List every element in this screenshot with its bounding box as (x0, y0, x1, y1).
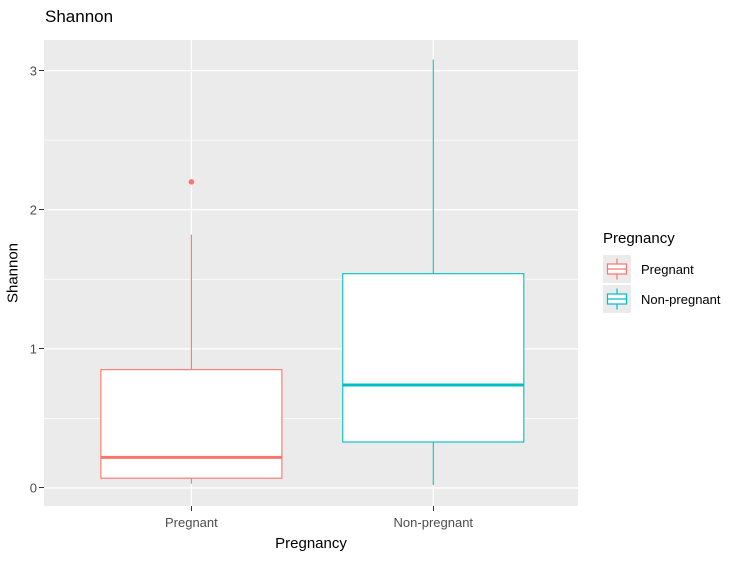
y-tick-mark (39, 209, 44, 211)
plot-panel (44, 40, 578, 506)
x-tick-label-pregnant: Pregnant (164, 515, 218, 530)
plot-title: Shannon (45, 7, 114, 26)
y-tick-mark (39, 348, 44, 350)
x-tick-label-non-pregnant: Non-pregnant (393, 515, 474, 530)
y-tick-label-0: 0 (29, 480, 37, 496)
y-tick-mark (39, 70, 44, 72)
box-non-pregnant (342, 273, 525, 443)
legend-items: Pregnant Non-pregnant (603, 255, 721, 313)
y-tick-label-2: 2 (29, 202, 37, 218)
box-pregnant (100, 369, 283, 479)
legend-label: Pregnant (641, 261, 694, 277)
legend-item-pregnant: Pregnant (603, 255, 721, 283)
outlier-point-pregnant (188, 179, 195, 185)
x-tick-mark (190, 506, 192, 511)
x-tick-mark (432, 506, 434, 511)
legend-title: Pregnancy (603, 230, 675, 247)
boxplot-canvas (44, 40, 578, 506)
y-tick-mark (39, 487, 44, 489)
legend-key-boxplot-icon (603, 285, 631, 313)
y-axis-title: Shannon (4, 242, 22, 304)
legend-item-non-pregnant: Non-pregnant (603, 285, 721, 313)
y-tick-label-3: 3 (29, 63, 37, 79)
legend: Pregnancy Pregnant Non-pregnant (603, 230, 721, 315)
y-tick-label-1: 1 (29, 341, 37, 357)
legend-key-boxplot-icon (603, 255, 631, 283)
legend-label: Non-pregnant (641, 291, 721, 307)
x-axis-title: Pregnancy (275, 535, 347, 552)
